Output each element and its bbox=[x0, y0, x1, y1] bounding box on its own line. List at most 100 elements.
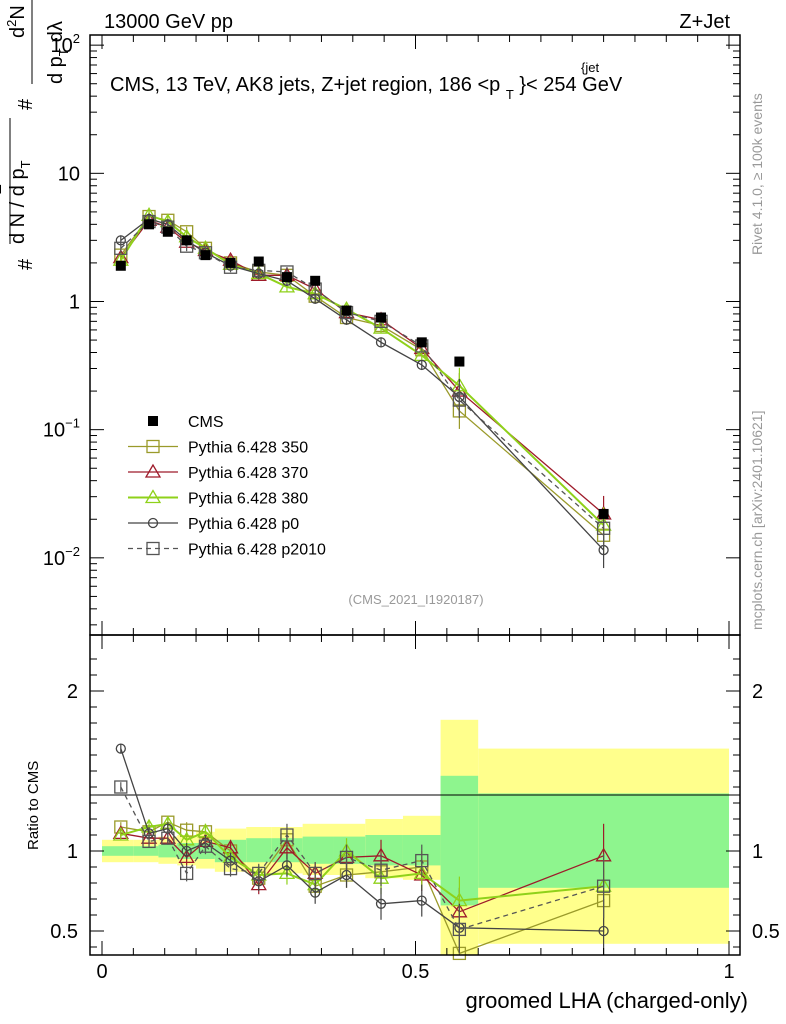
ratio-y-tick-label-right: 0.5 bbox=[752, 921, 780, 943]
legend-marker-p380 bbox=[144, 489, 162, 504]
main-plot-area bbox=[112, 207, 612, 569]
ratio-point-p2010 bbox=[452, 922, 467, 937]
point-p2010 bbox=[114, 241, 128, 255]
ratio-point-p2010 bbox=[596, 879, 611, 893]
point-cms bbox=[181, 235, 192, 246]
point-cms bbox=[310, 275, 321, 286]
ylabel-den2-sub: T bbox=[56, 48, 71, 56]
point-cms bbox=[115, 260, 126, 271]
ratio-point-p0 bbox=[115, 743, 126, 754]
ratio-panel: 0.5 0.5 1 1 2 2 0 0.5 1 bbox=[50, 634, 780, 983]
point-p2010 bbox=[596, 521, 611, 535]
point-p0 bbox=[416, 359, 427, 371]
legend-marker-p2010 bbox=[146, 541, 160, 556]
ylabel-den2-end: dλ bbox=[45, 21, 67, 42]
ratio-line-p2010 bbox=[120, 786, 604, 931]
ratio-point-p2010 bbox=[198, 839, 213, 853]
ratio-point-p2010 bbox=[142, 834, 156, 849]
point-cms bbox=[376, 312, 387, 323]
ratio-point-p380 bbox=[413, 865, 430, 880]
ratio-bands bbox=[102, 719, 729, 955]
svg-text:#: # bbox=[15, 258, 37, 270]
series-line-p350 bbox=[120, 215, 605, 536]
legend-label-p2010: Pythia 6.428 p2010 bbox=[188, 542, 326, 559]
series-line-p380 bbox=[119, 214, 605, 526]
legend-label-p350: Pythia 6.428 350 bbox=[188, 440, 308, 457]
point-cms bbox=[225, 257, 236, 268]
svg-text:#: # bbox=[15, 98, 37, 110]
ratio-point-p370 bbox=[278, 839, 296, 854]
ratio-point-p0 bbox=[310, 887, 321, 898]
band-inner bbox=[246, 838, 272, 863]
point-cms bbox=[162, 226, 173, 237]
point-p0 bbox=[310, 293, 321, 304]
main-y-label: # d N / d pT 1 # d pTdλ d2N bbox=[0, 0, 71, 270]
x-tick-label: 1 bbox=[723, 961, 734, 983]
ratio-point-p370 bbox=[178, 849, 195, 864]
point-cms bbox=[144, 219, 155, 230]
title-suffix: }< 254 GeV bbox=[519, 74, 623, 96]
ratio-point-p2010 bbox=[114, 780, 128, 794]
ratio-point-p2010 bbox=[223, 861, 238, 876]
band-inner bbox=[102, 846, 134, 856]
y-tick-label: 102 bbox=[51, 31, 80, 57]
y-tick-label: 10−2 bbox=[43, 544, 80, 570]
ratio-y-tick-label: 1 bbox=[67, 841, 78, 863]
legend-marker-cms bbox=[148, 416, 158, 426]
ratio-y-label: Ratio to CMS bbox=[25, 761, 42, 850]
ratio-point-p0 bbox=[375, 898, 387, 909]
ratio-line-p370 bbox=[120, 832, 604, 913]
main-panel: 10−2 10−1 1 10 102 CMS, 13 TeV, AK8 jets, Z+… bbox=[43, 31, 741, 636]
y-tick-label: 1 bbox=[69, 291, 80, 313]
header-right: Z+Jet bbox=[679, 11, 730, 33]
ylabel-denom: d N / d p bbox=[7, 168, 29, 244]
svg-text:d N / d pT: d N / d pT bbox=[7, 160, 33, 244]
point-cms bbox=[454, 356, 465, 367]
ratio-point-p2010 bbox=[161, 831, 175, 845]
point-cms bbox=[200, 250, 211, 261]
ratio-point-p0 bbox=[181, 845, 192, 857]
ratio-point-p2010 bbox=[252, 866, 266, 881]
point-cms bbox=[416, 337, 427, 348]
analysis-tag: (CMS_2021_I1920187) bbox=[348, 592, 483, 607]
point-p380 bbox=[278, 278, 296, 293]
legend-label-cms: CMS bbox=[188, 414, 224, 431]
x-tick-label: 0.5 bbox=[402, 961, 430, 983]
side-url-label: mcplots.cern.ch [arXiv:2401.10621] bbox=[749, 411, 765, 630]
x-tick-label: 0 bbox=[96, 961, 107, 983]
ratio-ticks: 0.5 0.5 1 1 2 2 0 0.5 1 bbox=[50, 635, 780, 983]
series-line-p2010 bbox=[120, 220, 605, 529]
point-p2010 bbox=[452, 393, 467, 407]
ratio-y-tick-label-right: 1 bbox=[752, 841, 763, 863]
main-y-ticks: 10−2 10−1 1 10 102 bbox=[43, 31, 740, 635]
point-p0 bbox=[375, 337, 387, 348]
legend-marker-p350 bbox=[146, 439, 160, 454]
ratio-point-p2010 bbox=[339, 850, 354, 865]
y-tick-label: 10 bbox=[58, 163, 80, 185]
svg-text:d pTdλ: d pTdλ bbox=[45, 21, 71, 84]
ratio-point-p2010 bbox=[415, 853, 429, 868]
title-sub: T bbox=[506, 87, 514, 102]
ylabel-num: d bbox=[7, 27, 29, 38]
title-prefix: CMS, 13 TeV, AK8 jets, Z+jet region, 186… bbox=[110, 74, 500, 96]
ratio-line-p380 bbox=[120, 822, 604, 902]
ratio-point-p2010 bbox=[308, 866, 322, 881]
ylabel-one: 1 bbox=[0, 184, 6, 195]
ratio-y-tick-label-right: 2 bbox=[752, 681, 763, 703]
ratio-point-p2010 bbox=[179, 866, 194, 881]
ratio-point-p2010 bbox=[374, 863, 388, 877]
ratio-point-p380 bbox=[278, 865, 296, 880]
ratio-point-p380 bbox=[112, 826, 129, 841]
x-axis-label: groomed LHA (charged-only) bbox=[466, 988, 748, 1013]
ylabel-num-sup: 2 bbox=[4, 20, 19, 27]
ylabel-denom-sub: T bbox=[18, 160, 33, 168]
point-cms bbox=[341, 305, 352, 316]
ratio-point-p0 bbox=[281, 860, 293, 871]
ratio-line-p350 bbox=[120, 821, 604, 955]
plot-title: CMS, 13 TeV, AK8 jets, Z+jet region, 186… bbox=[110, 74, 623, 104]
point-cms bbox=[281, 272, 292, 283]
legend-marker-p0 bbox=[147, 517, 159, 529]
band-inner bbox=[302, 836, 334, 864]
header-left: 13000 GeV pp bbox=[104, 11, 233, 33]
legend-label-p0: Pythia 6.428 p0 bbox=[188, 516, 299, 533]
